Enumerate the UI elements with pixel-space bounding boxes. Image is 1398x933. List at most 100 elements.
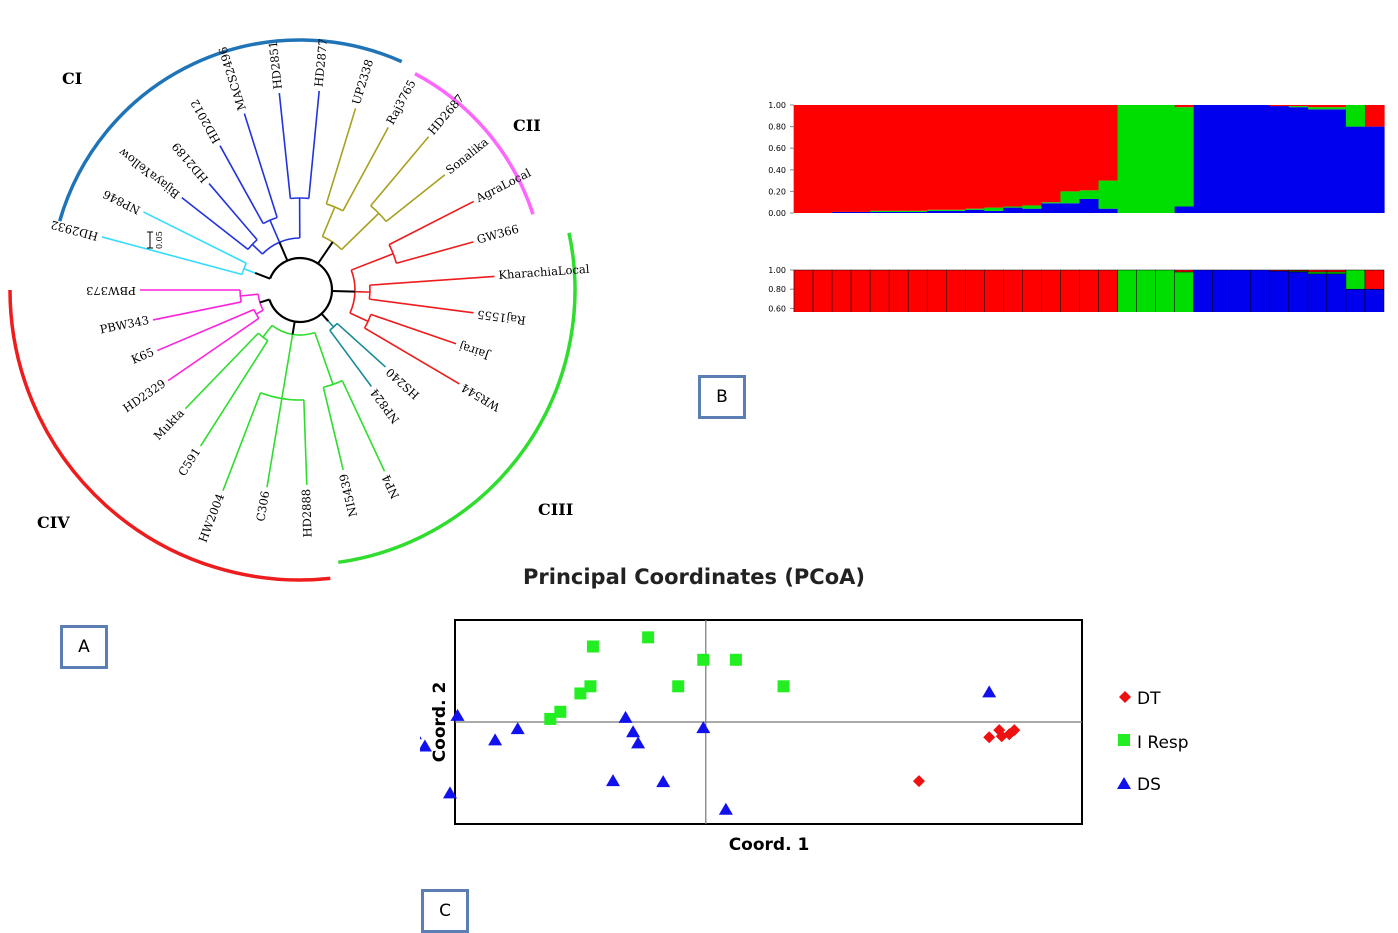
branch-line xyxy=(223,393,261,491)
structure-bar-segment xyxy=(1041,270,1060,312)
structure-bar-segment xyxy=(1099,270,1118,312)
leaf-label: K65 xyxy=(129,345,156,367)
structure-bar-segment xyxy=(1327,270,1346,272)
structure-bar-segment xyxy=(1289,272,1308,312)
structure-bar-segment xyxy=(1346,127,1366,213)
scale-bar: 0.05 xyxy=(147,231,164,249)
structure-bar-segment xyxy=(813,105,833,213)
leaf-label: PBW373 xyxy=(86,284,136,298)
structure-bar-segment xyxy=(1346,105,1366,127)
structure-bar-segment xyxy=(1156,270,1175,312)
branch-line xyxy=(322,314,329,321)
leaf-label: HD2329 xyxy=(120,376,168,415)
leaf-label: AgraLocal xyxy=(473,165,534,205)
structure-bar-segment xyxy=(1213,105,1233,213)
branch-line xyxy=(322,207,334,237)
leaf-label: HW2004 xyxy=(196,492,227,545)
branch-line xyxy=(153,302,241,320)
structure-bar-segment xyxy=(870,105,890,211)
structure-bar-segment xyxy=(1118,270,1137,312)
structure-bar-segment xyxy=(1346,289,1365,312)
panel-label-c: C xyxy=(421,889,469,933)
structure-bar-segment xyxy=(908,212,928,213)
leaf-label: C591 xyxy=(175,445,203,478)
branch-line xyxy=(304,400,307,485)
cluster-label: CI xyxy=(62,69,82,88)
structure-bar-segment xyxy=(1175,105,1195,107)
structure-bar-segment xyxy=(1327,107,1347,109)
branch-line xyxy=(328,321,333,327)
branch-line xyxy=(260,299,270,302)
structure-bar-segment xyxy=(1137,105,1157,213)
leaf-label: GW366 xyxy=(475,222,520,247)
y-tick-label: 0.40 xyxy=(768,166,786,175)
structure-bar-segment xyxy=(832,212,852,213)
structure-bar-segment xyxy=(1041,105,1061,202)
structure-bar-segment xyxy=(946,210,966,211)
branch-line xyxy=(350,313,368,321)
branch-line xyxy=(279,93,290,198)
structure-bar-segment xyxy=(794,270,813,312)
structure-bar-segment xyxy=(870,270,889,312)
structure-bar-segment xyxy=(984,208,1004,211)
structure-bar-segment xyxy=(1232,270,1251,312)
structure-bar-segment xyxy=(1270,270,1289,271)
structure-bar-segment xyxy=(1289,105,1309,106)
scale-label: 0.05 xyxy=(155,231,164,249)
branch-line xyxy=(386,175,445,222)
branch-line xyxy=(323,387,343,470)
branch-line xyxy=(168,318,259,380)
structure-bar-segment xyxy=(1003,207,1023,208)
structure-bar-segment xyxy=(1099,181,1119,209)
structure-bar-segment xyxy=(1060,203,1080,213)
structure-bar-segment xyxy=(927,211,947,213)
leaf-label: WR544 xyxy=(459,381,503,415)
branch-line xyxy=(343,127,388,210)
leaf-label: HD2189 xyxy=(169,140,211,186)
structure-bar-segment xyxy=(1270,106,1290,213)
structure-bar-segment xyxy=(832,270,851,312)
leaf-label: Raj1555 xyxy=(476,307,526,327)
leaf-label: Sonalika xyxy=(443,135,491,177)
structure-plot-bottom: 1.000.800.600.400.200.001225428327201621… xyxy=(768,266,1384,312)
structure-bar-segment xyxy=(1327,109,1347,213)
branch-line xyxy=(332,291,355,292)
branch-line xyxy=(256,310,263,314)
leaf-label: Raj3765 xyxy=(383,77,419,126)
structure-bar-segment xyxy=(1003,270,1022,312)
y-tick-label: 0.60 xyxy=(768,304,786,312)
structure-bar-segment xyxy=(1308,109,1328,213)
structure-bar-segment xyxy=(794,105,814,213)
root-arc xyxy=(269,258,332,322)
structure-bar-segment xyxy=(1327,272,1346,274)
cluster-arc-civ xyxy=(10,290,330,580)
cluster-label: CII xyxy=(513,116,541,135)
legend-label: DT xyxy=(1137,689,1161,709)
leaf-label: HD2932 xyxy=(49,218,99,244)
structure-bar-segment xyxy=(813,270,832,312)
structure-bar-segment xyxy=(1003,208,1023,213)
branch-line xyxy=(365,328,460,384)
panel-label-a: A xyxy=(60,625,108,669)
leaf-label: C306 xyxy=(253,490,272,523)
dendrogram: HD2932NP846BijayaYellowHD2189HD2012MACS2… xyxy=(0,0,700,600)
structure-bar-segment xyxy=(1308,272,1327,274)
structure-bar-segment xyxy=(1308,270,1327,272)
branch-line xyxy=(209,184,257,240)
branch-line xyxy=(255,273,270,279)
point-ds xyxy=(420,727,422,739)
structure-bar-segment xyxy=(1289,107,1309,213)
leaf-label: NI5439 xyxy=(336,472,360,518)
structure-bar-segment xyxy=(1060,105,1080,191)
branch-line xyxy=(252,244,262,254)
leaf-label: Mukta xyxy=(151,406,187,443)
structure-bar-segment xyxy=(1041,203,1061,213)
leaf-label: UP2338 xyxy=(349,57,376,106)
structure-bar-segment xyxy=(889,270,908,312)
legend-marker-square xyxy=(1118,734,1130,746)
leaf-label: HD2877 xyxy=(312,38,331,88)
structure-bar-segment xyxy=(889,105,909,211)
structure-bar-segment xyxy=(1175,272,1194,312)
legend-marker-triangle xyxy=(1117,777,1131,789)
branch-line xyxy=(369,299,473,313)
